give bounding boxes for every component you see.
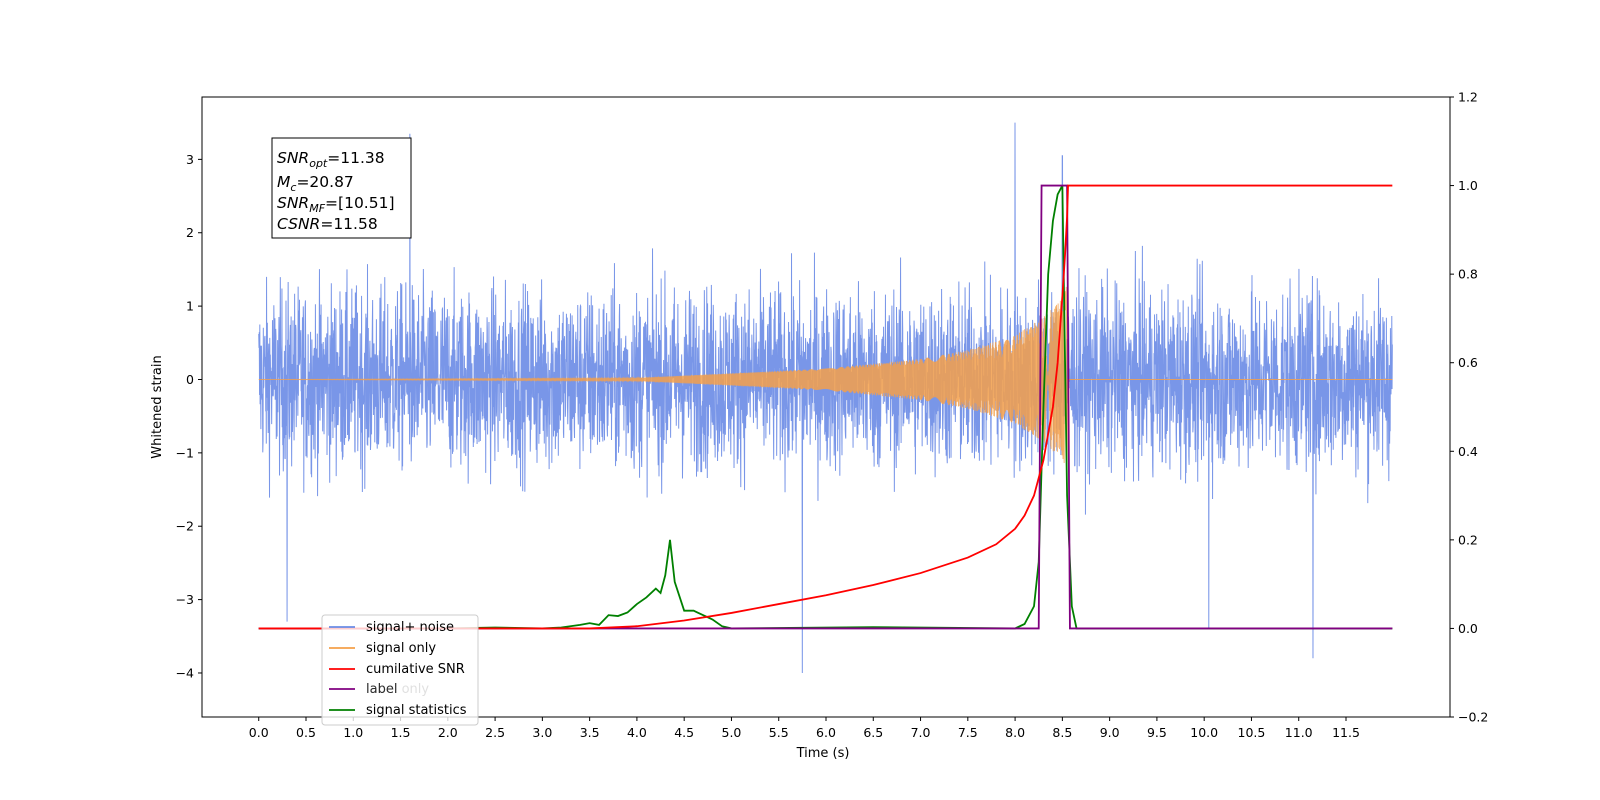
- x-tick-label: 11.0: [1285, 725, 1313, 740]
- series-cumulative-snr: [258, 184, 1393, 630]
- x-tick-label: 6.0: [816, 725, 836, 740]
- series-signal-only: [258, 286, 1393, 473]
- annotation-box: SNRopt=11.38 Mc=20.87 SNRMF=[10.51] CSNR…: [271, 137, 412, 239]
- legend-label-signal-only: signal only: [366, 641, 436, 656]
- y-left-tick-label: 3: [186, 152, 194, 167]
- legend-label-signal-statistics: signal statistics: [366, 703, 467, 718]
- x-tick-label: 4.0: [627, 725, 647, 740]
- x-tick-label: 3.5: [580, 725, 600, 740]
- x-axis-ticks: 0.0 0.5 1.0 1.5 2.0 2.5 3.0 3.5 4.0 4.5 5.0 5.5 6.0 6…: [249, 717, 1360, 740]
- x-tick-label: 8.0: [1005, 725, 1025, 740]
- y-axis-right-ticks: 1.2 1.0 0.8 0.6 0.4 0.2 0.0 −0.2: [1450, 90, 1488, 725]
- y-right-tick-label: 0.8: [1458, 267, 1478, 282]
- series-signal-noise: [258, 122, 1393, 673]
- y-left-tick-label: 1: [186, 299, 194, 314]
- x-tick-label: 0.5: [296, 725, 316, 740]
- annotation-csnr: CSNR=11.58: [277, 215, 378, 233]
- x-tick-label: 11.5: [1332, 725, 1360, 740]
- x-tick-label: 1.0: [343, 725, 363, 740]
- y-right-tick-label: 0.4: [1458, 444, 1478, 459]
- x-tick-label: 9.0: [1100, 725, 1120, 740]
- y-right-tick-label: 0.0: [1458, 621, 1478, 636]
- plot-area: [258, 122, 1393, 673]
- y-left-tick-label: 0: [186, 372, 194, 387]
- y-left-tick-label: −3: [176, 592, 194, 607]
- x-tick-label: 9.5: [1147, 725, 1167, 740]
- series-label: [258, 184, 1393, 630]
- annotation-chirp-mass: Mc=20.87: [277, 173, 354, 194]
- annotation-snr-opt: SNRopt=11.38: [277, 149, 385, 170]
- x-tick-label: 4.5: [674, 725, 694, 740]
- x-tick-label: 10.5: [1238, 725, 1266, 740]
- y-left-tick-label: −2: [176, 519, 194, 534]
- x-tick-label: 2.5: [485, 725, 505, 740]
- x-tick-label: 7.5: [958, 725, 978, 740]
- x-tick-label: 7.0: [911, 725, 931, 740]
- y-axis-label: Whitened strain: [150, 355, 165, 458]
- x-tick-label: 10.0: [1190, 725, 1218, 740]
- y-left-tick-label: −4: [176, 665, 194, 680]
- legend-label-signal-noise: signal+ noise: [366, 620, 454, 635]
- y-left-tick-label: 2: [186, 225, 194, 240]
- x-tick-label: 1.5: [391, 725, 411, 740]
- series-signal-statistics: [258, 185, 1393, 630]
- legend-label-cumulative-snr: cumilative SNR: [366, 662, 465, 677]
- y-right-tick-label: 1.2: [1458, 90, 1478, 105]
- y-right-tick-label: 0.2: [1458, 532, 1478, 547]
- x-tick-label: 8.5: [1052, 725, 1072, 740]
- legend-label-label: label: [366, 682, 397, 697]
- x-axis-label: Time (s): [796, 746, 850, 761]
- y-right-tick-label: −0.2: [1458, 710, 1488, 725]
- y-axis-left-ticks: 3 2 1 0 −1 −2 −3 −4: [176, 152, 202, 680]
- x-tick-label: 2.0: [438, 725, 458, 740]
- annotation-snr-mf: SNRMF=[10.51]: [277, 194, 395, 215]
- y-left-tick-label: −1: [176, 445, 194, 460]
- x-tick-label: 5.0: [722, 725, 742, 740]
- legend-label-label-only: label only: [366, 682, 429, 697]
- x-tick-label: 6.5: [863, 725, 883, 740]
- x-tick-label: 0.0: [249, 725, 269, 740]
- legend: signal+ noise signal only cumilative SNR…: [321, 614, 479, 726]
- x-tick-label: 5.5: [769, 725, 789, 740]
- y-right-tick-label: 1.0: [1458, 178, 1478, 193]
- y-right-tick-label: 0.6: [1458, 355, 1478, 370]
- x-tick-label: 3.0: [532, 725, 552, 740]
